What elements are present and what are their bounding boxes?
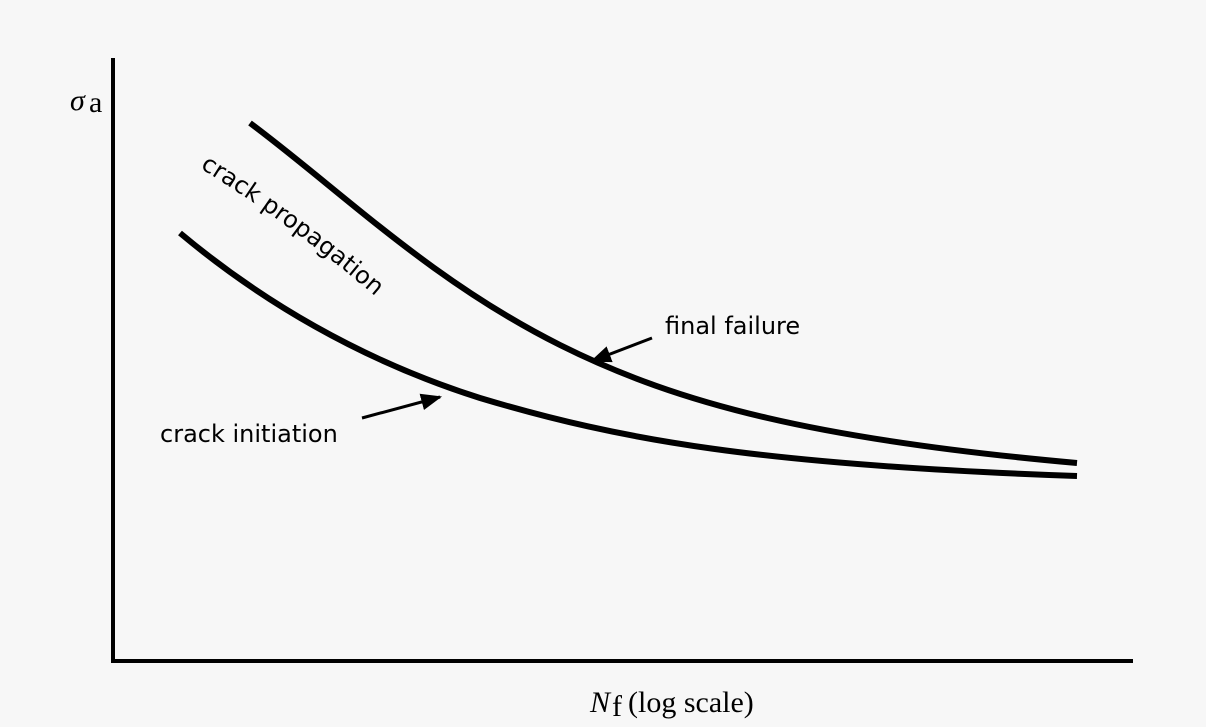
arrow (361, 393, 443, 420)
final-failure-curve (248, 120, 1078, 466)
curve-label: crack initiation (160, 420, 338, 448)
x-axis-label-subscript: f (612, 690, 622, 723)
arrow (590, 336, 653, 363)
x-axis-label-suffix: (log scale) (628, 686, 754, 719)
crack-initiation-curve (178, 230, 1078, 479)
y-axis-label-subscript: a (89, 86, 102, 119)
curve-label: final failure (665, 312, 800, 340)
y-axis-label: σ (70, 84, 86, 117)
x-axis-label: N (589, 686, 612, 719)
